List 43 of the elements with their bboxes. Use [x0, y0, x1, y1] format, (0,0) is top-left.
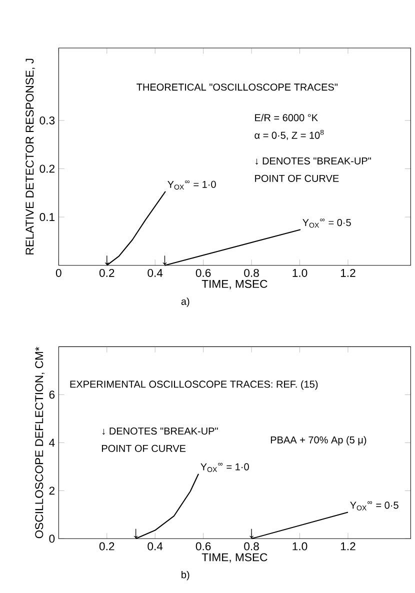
text: b) — [182, 570, 190, 580]
y-tick-label: 0.2 — [40, 164, 54, 173]
annotation: ↓ — [162, 256, 167, 266]
series-label: Y$_{OX}$$^{∞}$ = 0·5 — [302, 218, 351, 228]
series-label: Y$_{OX}$$^{∞}$ = 1·0 — [168, 180, 216, 190]
annotation: ↓ DENOTES "BREAK-UP" — [256, 157, 371, 165]
x-tick-label: 0.6 — [196, 542, 211, 550]
series-label: Y$_{OX}$$^{∞}$ = 0·5 — [350, 501, 398, 510]
annotation: EXPERIMENTAL OSCILLOSCOPE TRACES: REF. (15) — [70, 380, 318, 390]
annotation: E/R = 6000 °K — [255, 114, 318, 122]
x-axis-title: TIME, MSEC — [202, 280, 268, 290]
y-tick-label: 0.1 — [40, 213, 55, 222]
annotation: ↓ — [250, 528, 254, 538]
annotation: α = 0·5, Z = 10$^{8}$ — [254, 130, 324, 140]
y-tick-label: 6 — [49, 390, 55, 399]
y-axis-title: OSCILLOSCOPE DEFLECTION, CM* — [35, 346, 44, 538]
annotation: PBAA + 70% Ap (5 μ) — [270, 436, 366, 446]
annotation: ↓ — [134, 528, 138, 538]
series-label: Y$_{OX}$$^{∞}$ = 1·0 — [200, 462, 249, 472]
annotation: ↓ DENOTES "BREAK-UP" — [102, 428, 218, 435]
y-tick-label: 4 — [49, 438, 55, 447]
y-tick-label: 0.3 — [40, 116, 55, 124]
x-tick-label: 0.2 — [99, 268, 114, 277]
x-tick-label: 0.4 — [148, 268, 163, 277]
annotation: POINT OF CURVE — [102, 444, 186, 452]
x-tick-label: 1.2 — [340, 542, 356, 550]
x-axis-title: TIME, MSEC — [202, 553, 268, 563]
text: a) — [181, 298, 190, 307]
x-tick-label: 1.0 — [292, 542, 308, 550]
y-tick-label: 0 — [49, 534, 55, 543]
x-tick-label: 0.8 — [244, 268, 259, 277]
annotation: ↓ — [105, 256, 109, 266]
x-tick-label: 0.6 — [196, 268, 211, 277]
x-tick-label: 0 — [56, 268, 62, 277]
x-tick-label: 0.2 — [99, 542, 114, 550]
x-tick-label: 0.4 — [148, 542, 163, 550]
x-tick-label: 1.2 — [340, 268, 356, 277]
x-tick-label: 0.8 — [244, 542, 259, 550]
annotation: THEORETICAL "OSCILLOSCOPE TRACES" — [136, 84, 338, 91]
annotation: POINT OF CURVE — [255, 174, 339, 182]
y-tick-label: 2 — [49, 486, 54, 495]
x-tick-label: 1.0 — [292, 268, 308, 277]
y-axis-title: RELATIVE DETECTOR RESPONSE, J — [26, 58, 36, 254]
